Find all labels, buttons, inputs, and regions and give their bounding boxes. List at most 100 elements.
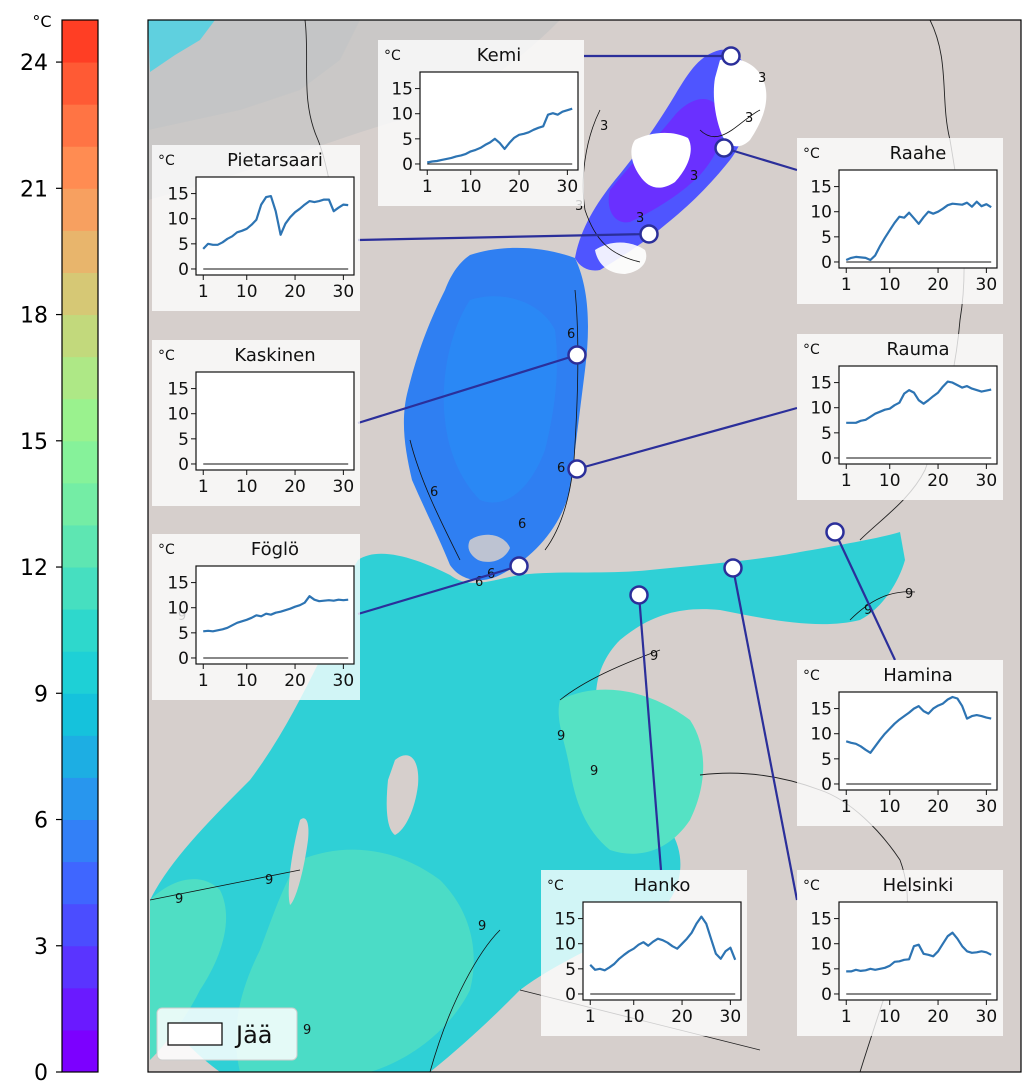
colorbar-band xyxy=(62,693,98,736)
colorbar-tick-label: 15 xyxy=(20,430,48,455)
colorbar-tick-label: 21 xyxy=(20,177,48,202)
inset-chart-pietarsaari: Pietarsaari °C 0 5 10 15 1 10 20 30 xyxy=(152,145,360,311)
inset-xtick-label: 1 xyxy=(422,177,433,197)
inset-xtick-label: 20 xyxy=(927,797,949,817)
station-marker-raahe[interactable] xyxy=(714,138,734,158)
ice-area-south-coast xyxy=(595,242,647,274)
inset-unit-label: °C xyxy=(158,542,175,558)
colorbar-tick-label: 9 xyxy=(34,682,48,707)
aland-archipelago xyxy=(468,534,510,562)
colorbar-band xyxy=(62,609,98,652)
colorbar-tick-label: 12 xyxy=(20,556,48,581)
map-frame xyxy=(147,19,1022,1073)
colorbar-band xyxy=(62,230,98,273)
sea-gulf-of-riga xyxy=(558,689,704,854)
isotherm-label: 9 xyxy=(650,649,658,664)
station-leader-lines xyxy=(357,54,896,901)
inset-series-line xyxy=(845,695,992,754)
inset-axes-frame xyxy=(419,71,579,171)
inset-xtick-label: 10 xyxy=(236,671,258,691)
station-marker-kemi[interactable] xyxy=(721,46,741,66)
isotherm-label: 6 xyxy=(557,461,565,476)
colorbar-band xyxy=(62,104,98,147)
inset-ytick-label: 5 xyxy=(821,960,832,980)
colorbar-band xyxy=(62,524,98,568)
inset-xtick-label: 20 xyxy=(284,282,306,302)
ice-area-northeast xyxy=(713,58,767,147)
inset-xtick-label: 1 xyxy=(841,275,852,295)
inset-unit-label: °C xyxy=(803,146,820,162)
station-marker-fgl[interactable] xyxy=(509,556,529,576)
station-markers xyxy=(509,46,845,605)
inset-xtick-label: 30 xyxy=(720,1007,742,1027)
inset-xtick-label: 10 xyxy=(236,282,258,302)
colorbar-bands xyxy=(62,20,98,1073)
inset-axes-frame xyxy=(582,901,742,1001)
isotherm-label: 9 xyxy=(478,919,486,934)
station-marker-hanko[interactable] xyxy=(629,585,649,605)
inset-ytick-label: 10 xyxy=(810,725,832,745)
isotherm-label: 3 xyxy=(690,169,698,184)
inset-ytick-label: 10 xyxy=(810,399,832,419)
inset-ytick-label: 15 xyxy=(810,178,832,198)
inset-ytick-label: 15 xyxy=(167,574,189,594)
inset-xtick-label: 20 xyxy=(284,477,306,497)
inset-xtick-label: 1 xyxy=(841,1007,852,1027)
leader-line-raahe xyxy=(723,146,798,172)
station-marker-rauma[interactable] xyxy=(567,459,587,479)
inset-xtick-label: 1 xyxy=(198,282,209,302)
inset-xtick-label: 1 xyxy=(841,797,852,817)
inset-xtick-label: 10 xyxy=(460,177,482,197)
legend-ice-swatch xyxy=(167,1022,223,1046)
station-marker-pietarsaari[interactable] xyxy=(639,224,659,244)
inset-ytick-label: 10 xyxy=(554,935,576,955)
terrain-shading-north xyxy=(148,20,360,130)
colorbar-band xyxy=(62,188,98,231)
inset-ytick-label: 15 xyxy=(554,910,576,930)
inset-xtick-label: 1 xyxy=(198,671,209,691)
colorbar-tick-label: 3 xyxy=(34,935,48,960)
inset-ytick-label: 15 xyxy=(167,185,189,205)
colorbar-tick-label: 24 xyxy=(20,51,48,76)
isotherm-label: 6 xyxy=(430,485,438,500)
isotherm-label: 9 xyxy=(303,1023,311,1038)
isotherm-label: 3 xyxy=(636,211,644,226)
inset-chart-kaskinen: Kaskinen °C 0 5 10 15 1 10 20 30 xyxy=(152,340,360,506)
inset-xtick-label: 10 xyxy=(236,477,258,497)
isotherm-3-west xyxy=(582,109,641,263)
inset-xtick-label: 10 xyxy=(623,1007,645,1027)
station-marker-kaskinen[interactable] xyxy=(567,345,587,365)
colorbar-band xyxy=(62,903,98,947)
inset-ytick-label: 5 xyxy=(178,430,189,450)
leader-line-kaskinen xyxy=(357,353,578,425)
inset-ytick-label: 15 xyxy=(391,80,413,100)
inset-series-line xyxy=(589,915,737,972)
colorbar-band xyxy=(62,314,98,358)
inset-unit-label: °C xyxy=(803,878,820,894)
isotherm-label: 9 xyxy=(905,587,913,602)
colorbar-unit-label: °C xyxy=(32,12,51,31)
inset-ytick-label: 5 xyxy=(565,960,576,980)
inset-title: Kemi xyxy=(477,45,522,66)
colorbar-band xyxy=(62,987,98,1031)
inset-chart-fgl: Föglö °C 0 5 10 15 1 10 20 30 xyxy=(152,534,360,700)
inset-chart-helsinki: Helsinki °C 0 5 10 15 1 10 20 30 xyxy=(797,870,1003,1036)
inset-xtick-label: 20 xyxy=(927,1007,949,1027)
isotherm-9-southwest xyxy=(149,869,301,901)
inset-ytick-label: 15 xyxy=(167,380,189,400)
sea-bothnian-sea-inner xyxy=(443,296,557,503)
station-marker-helsinki[interactable] xyxy=(723,558,743,578)
isotherm-label: 9 xyxy=(557,729,565,744)
inset-ytick-label: 0 xyxy=(565,985,576,1005)
inset-chart-rauma: Rauma °C 0 5 10 15 1 10 20 30 xyxy=(797,334,1003,500)
inset-chart-kemi: Kemi °C 0 5 10 15 1 10 20 30 xyxy=(378,40,584,206)
inset-ytick-label: 0 xyxy=(821,449,832,469)
colorbar-band xyxy=(62,440,98,484)
colorbar-band xyxy=(62,945,98,989)
legend-ice-label: Jää xyxy=(234,1021,273,1049)
colorbar-band xyxy=(62,62,98,105)
station-marker-hamina[interactable] xyxy=(825,522,845,542)
temperature-colorbar: °C 0 3 6 9 12 15 18 21 24 xyxy=(20,12,99,1086)
